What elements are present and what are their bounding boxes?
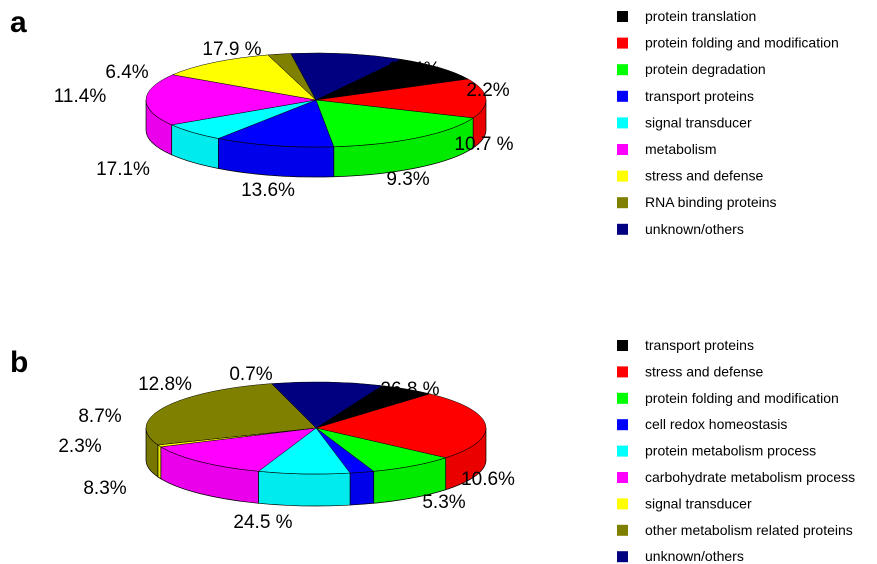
legend-swatch bbox=[617, 524, 628, 536]
pie-slice-stress-and-defense bbox=[171, 54, 317, 101]
percent-label-stress-and-defense: 11.4% bbox=[388, 59, 441, 80]
pie-chart-a: a 9.3% 13.6% 17.1% 11.4% 6.4% 17.9 % 11.4% 2.2%… bbox=[10, 6, 839, 237]
pie-side-signal-transducer bbox=[157, 444, 162, 480]
legend-b: transport proteins stress and defense prot… bbox=[617, 337, 855, 564]
pie-a-slices bbox=[145, 52, 487, 178]
percent-label-transport-proteins: 11.4% bbox=[54, 86, 107, 107]
legend-item-protein-translation: protein translation bbox=[617, 8, 756, 24]
pie-slice-protein-metabolism-process bbox=[257, 427, 351, 475]
percent-label-rna-binding-proteins: 2.2% bbox=[466, 80, 509, 101]
legend-item-unknown-others: unknown/others bbox=[617, 548, 744, 564]
legend-swatch bbox=[617, 419, 628, 431]
legend-item-signal-transducer: signal transducer bbox=[617, 114, 752, 130]
legend-item-rna-binding-proteins: RNA binding proteins bbox=[617, 194, 777, 210]
pie-slice-protein-folding-and-modification bbox=[315, 427, 447, 472]
percent-label-metabolism: 17.9 % bbox=[202, 39, 261, 60]
legend-swatch bbox=[617, 472, 628, 483]
legend-swatch bbox=[617, 11, 628, 22]
legend-item-stress-and-defense: stress and defense bbox=[617, 168, 764, 184]
pie-slice-protein-degradation bbox=[315, 99, 474, 147]
pie-slice-carbohydrate-metabolism-process bbox=[160, 427, 317, 472]
percent-label-cell-redox-homeostasis: 2.3% bbox=[58, 436, 101, 457]
panel-label-a: a bbox=[10, 6, 27, 39]
legend-swatch bbox=[617, 197, 628, 209]
percent-label-protein-translation: 9.3% bbox=[386, 169, 429, 190]
legend-swatch bbox=[617, 170, 628, 182]
legend-item-cell-redox-homeostasis: cell redox homeostasis bbox=[617, 416, 787, 432]
percent-label-protein-folding-and-modification: 13.6% bbox=[241, 180, 295, 201]
legend-label: metabolism bbox=[645, 141, 717, 157]
legend-item-stress-and-defense: stress and defense bbox=[617, 363, 764, 379]
percent-label-signal-transducer: 6.4% bbox=[105, 62, 148, 83]
legend-label: protein folding and modification bbox=[645, 390, 839, 406]
legend-swatch bbox=[617, 340, 628, 351]
panel-label-b: b bbox=[10, 346, 28, 379]
legend-swatch bbox=[617, 64, 628, 76]
legend-label: protein translation bbox=[645, 8, 756, 24]
pie-b-percent-labels: 5.3% 24.5 % 8.3% 2.3% 8.7% 12.8% 0.7% 26.8 % 10.… bbox=[58, 364, 515, 533]
legend-item-protein-metabolism-process: protein metabolism process bbox=[617, 443, 816, 459]
pie-chart-b: b 5.3% 24.5 % 8.3% 2.3% 8.7% 12.8% 0.7% 26.8 % 1… bbox=[10, 337, 855, 564]
pie-slice-unknown-others bbox=[290, 52, 402, 101]
legend-item-unknown-others: unknown/others bbox=[617, 221, 744, 237]
legend-swatch bbox=[617, 117, 628, 129]
pie-slice-metabolism bbox=[145, 74, 317, 126]
percent-label-protein-folding-and-modification: 8.3% bbox=[83, 478, 126, 499]
legend-swatch bbox=[617, 445, 628, 457]
legend-swatch bbox=[617, 37, 628, 49]
legend-swatch bbox=[617, 551, 628, 563]
percent-label-unknown-others: 10.6% bbox=[461, 469, 515, 490]
legend-a: protein translation protein folding and m… bbox=[617, 8, 839, 237]
legend-swatch bbox=[617, 498, 628, 510]
legend-label: unknown/others bbox=[645, 221, 744, 237]
legend-item-protein-folding-and-modification: protein folding and modification bbox=[617, 390, 839, 406]
legend-swatch bbox=[617, 392, 628, 404]
legend-label: unknown/others bbox=[645, 548, 744, 564]
pie-slice-other-metabolism-related-proteins bbox=[145, 383, 317, 446]
legend-label: transport proteins bbox=[645, 337, 754, 353]
pie-slice-transport-proteins bbox=[217, 99, 335, 148]
legend-label: protein degradation bbox=[645, 61, 766, 77]
legend-label: cell redox homeostasis bbox=[645, 416, 787, 432]
legend-item-transport-proteins: transport proteins bbox=[617, 88, 754, 104]
percent-label-protein-degradation: 17.1% bbox=[96, 159, 150, 180]
pie-slice-stress-and-defense bbox=[315, 393, 487, 458]
percent-label-protein-metabolism-process: 8.7% bbox=[78, 406, 121, 427]
legend-item-carbohydrate-metabolism-process: carbohydrate metabolism process bbox=[617, 469, 855, 485]
percent-label-stress-and-defense: 24.5 % bbox=[233, 512, 292, 533]
legend-item-protein-degradation: protein degradation bbox=[617, 61, 766, 77]
pie-side-cell-redox-homeostasis bbox=[349, 470, 375, 506]
legend-label: stress and defense bbox=[645, 363, 764, 379]
pie-slice-protein-folding-and-modification bbox=[315, 78, 487, 119]
legend-label: other metabolism related proteins bbox=[645, 522, 853, 538]
percent-label-carbohydrate-metabolism-process: 12.8% bbox=[138, 374, 192, 395]
legend-label: signal transducer bbox=[645, 495, 752, 511]
legend-label: protein folding and modification bbox=[645, 35, 839, 51]
pie-slice-unknown-others bbox=[270, 381, 384, 429]
legend-item-protein-folding-and-modification: protein folding and modification bbox=[617, 35, 839, 51]
pie-a-percent-labels: 9.3% 13.6% 17.1% 11.4% 6.4% 17.9 % 11.4% 2.2% 10… bbox=[54, 39, 514, 201]
legend-swatch bbox=[617, 144, 628, 155]
legend-item-other-metabolism-related-proteins: other metabolism related proteins bbox=[617, 522, 853, 538]
percent-label-transport-proteins: 5.3% bbox=[422, 492, 465, 513]
legend-label: RNA binding proteins bbox=[645, 194, 777, 210]
legend-label: protein metabolism process bbox=[645, 443, 816, 459]
legend-label: signal transducer bbox=[645, 114, 752, 130]
percent-label-other-metabolism-related-proteins: 26.8 % bbox=[380, 379, 439, 400]
percent-label-unknown-others: 10.7 % bbox=[454, 134, 513, 155]
pie-side-protein-metabolism-process bbox=[258, 470, 351, 507]
legend-label: carbohydrate metabolism process bbox=[645, 469, 855, 485]
legend-label: transport proteins bbox=[645, 88, 754, 104]
pie-slice-protein-translation bbox=[315, 59, 469, 101]
legend-swatch bbox=[617, 90, 628, 102]
legend-swatch bbox=[617, 366, 628, 378]
legend-label: stress and defense bbox=[645, 168, 764, 184]
legend-swatch bbox=[617, 223, 628, 235]
legend-item-signal-transducer: signal transducer bbox=[617, 495, 752, 511]
legend-item-transport-proteins: transport proteins bbox=[617, 337, 754, 353]
percent-label-signal-transducer: 0.7% bbox=[229, 364, 272, 385]
pie-b-slices bbox=[145, 381, 487, 507]
legend-item-metabolism: metabolism bbox=[617, 141, 717, 157]
